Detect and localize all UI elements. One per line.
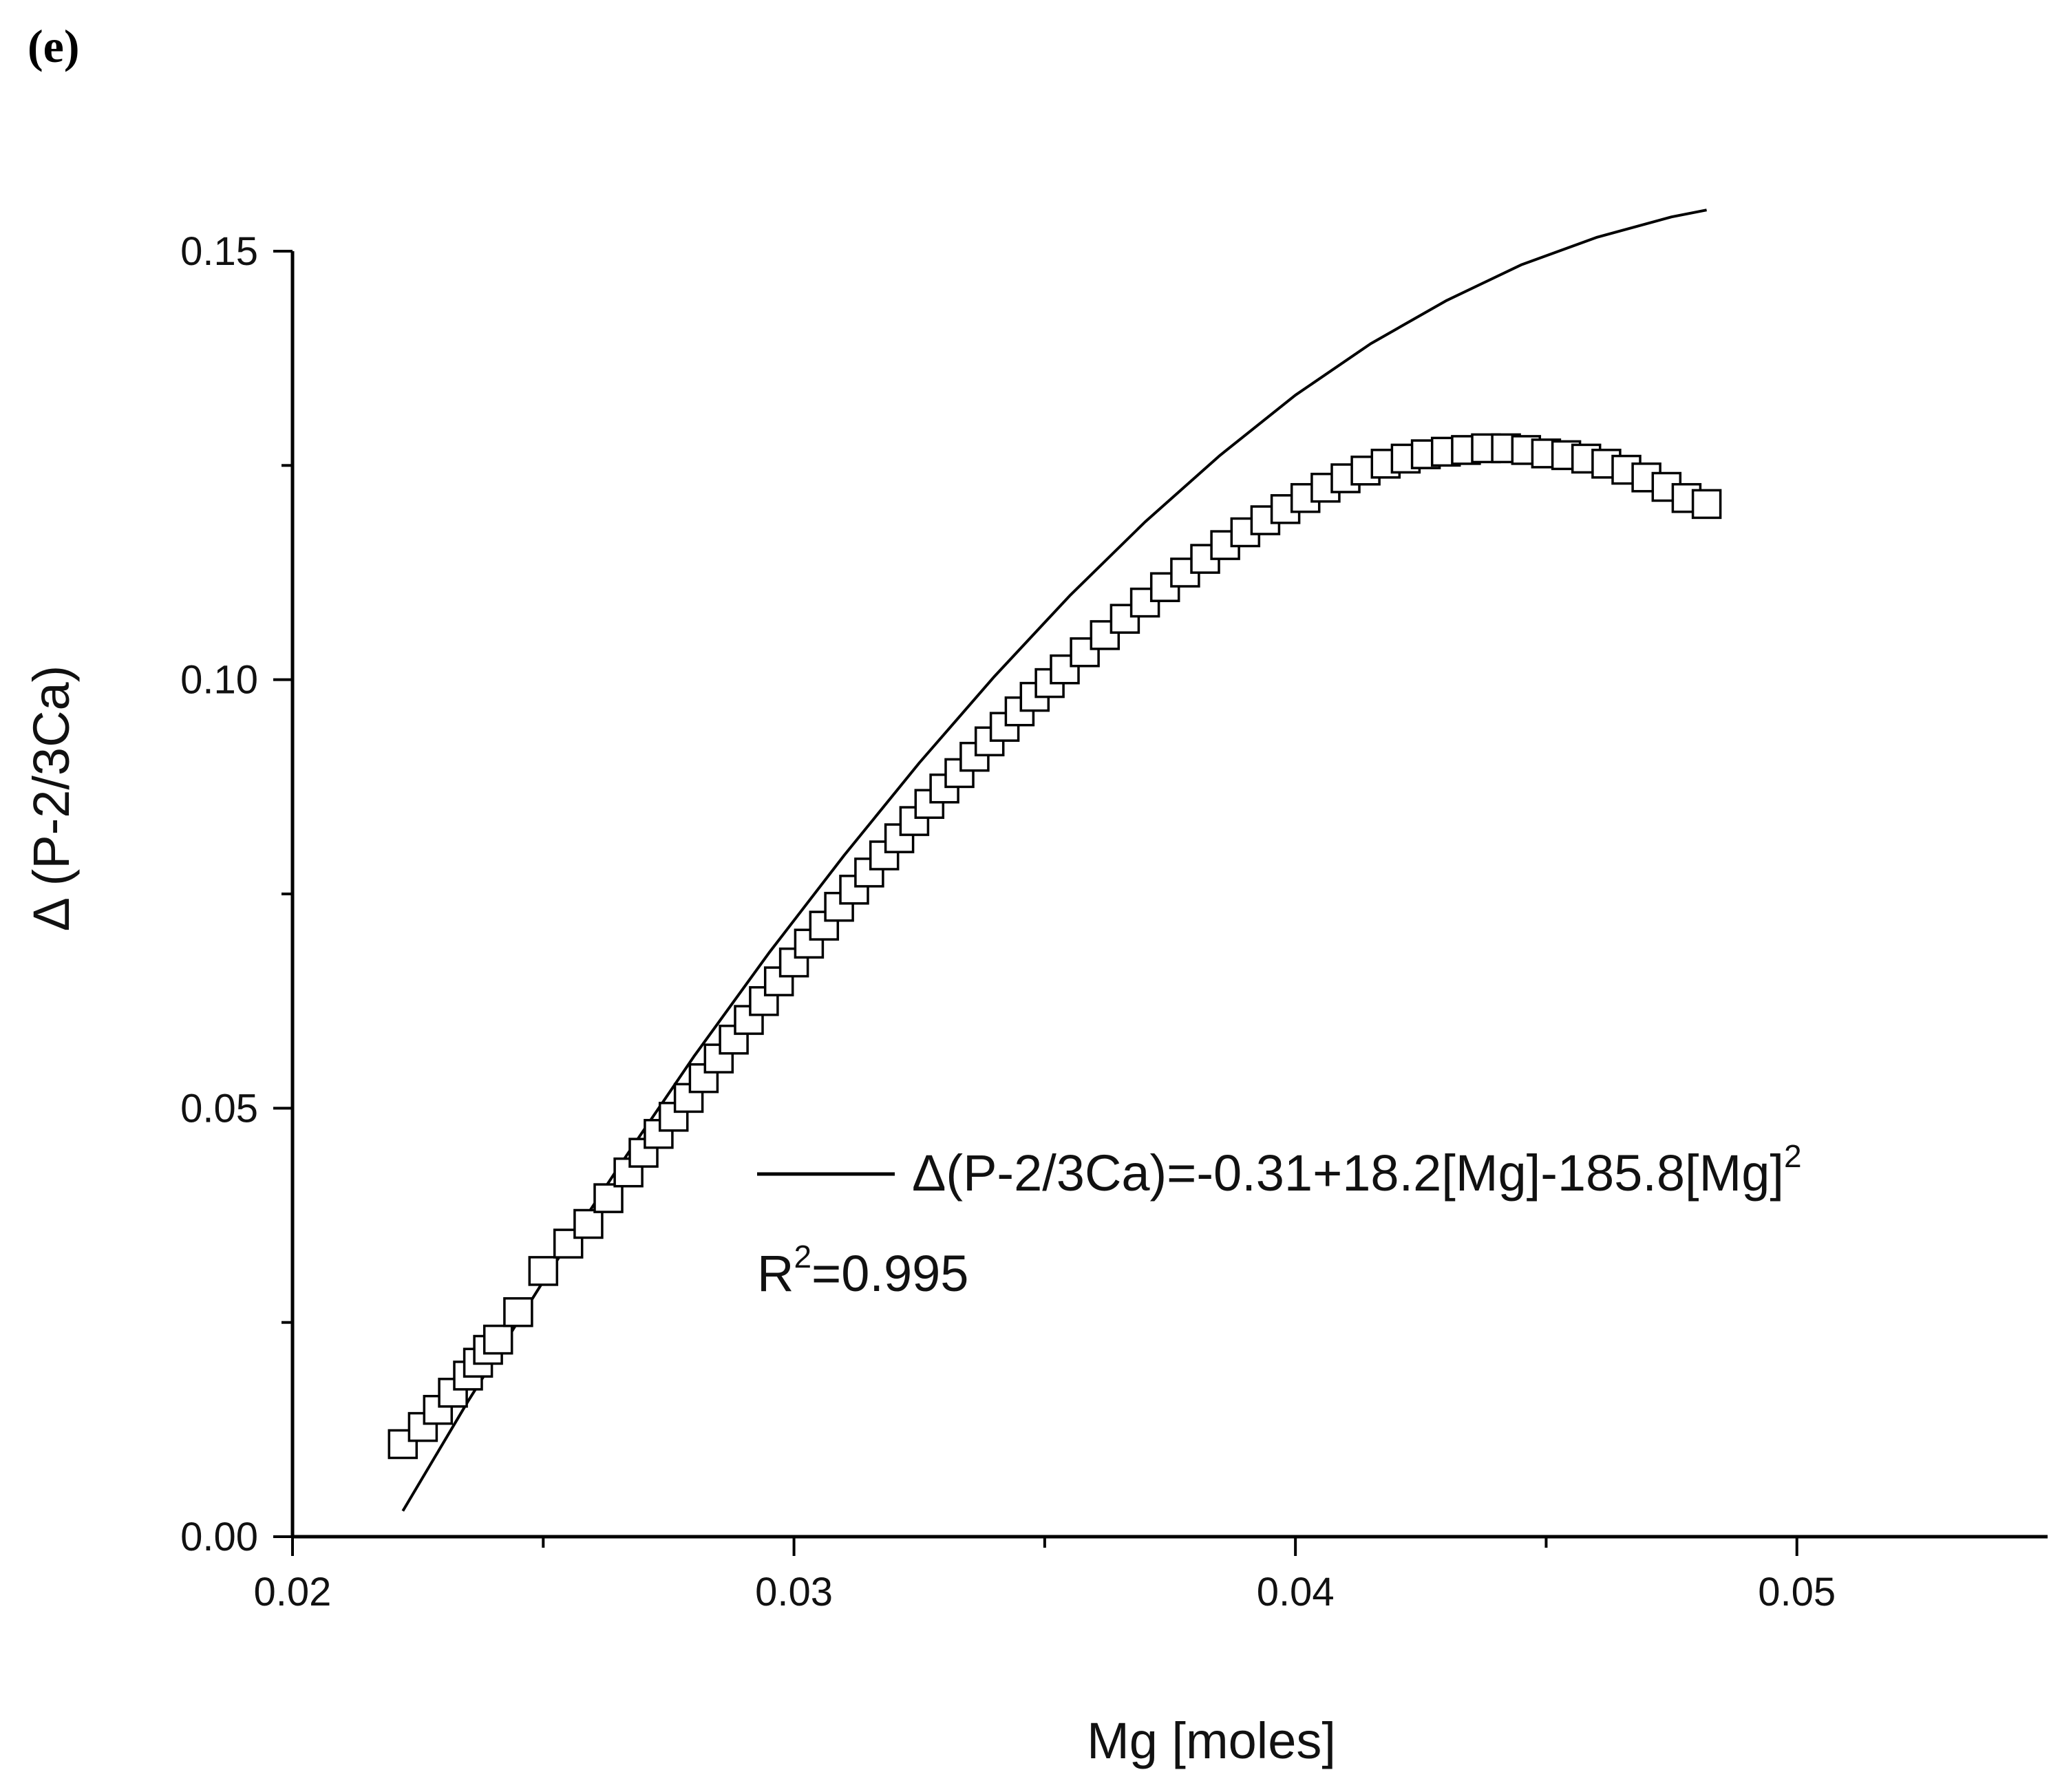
legend-equation-sup: 2 — [1784, 1138, 1802, 1174]
data-point — [573, 1208, 604, 1239]
panel-label-close: ) — [64, 20, 80, 72]
data-point — [1691, 489, 1722, 520]
data-point — [593, 1183, 624, 1213]
legend-equation: Δ(P-2/3Ca)=-0.31+18.2[Mg]-185.8[Mg]2 — [912, 1138, 1802, 1202]
legend-r2: R2=0.995 — [757, 1239, 968, 1302]
fit-curve — [401, 209, 1707, 1512]
x-tick-label: 0.02 — [254, 1570, 332, 1614]
marker-layer — [387, 433, 1722, 1460]
fit-line-layer — [401, 209, 1707, 1512]
axes — [273, 250, 2048, 1556]
data-point — [673, 1082, 704, 1113]
y-tick-label: 0.10 — [180, 658, 258, 703]
data-point — [528, 1256, 559, 1286]
data-point — [914, 789, 945, 819]
data-point — [482, 1324, 513, 1355]
y-tick-label: 0.00 — [180, 1515, 258, 1559]
legend-r2-sup: 2 — [794, 1239, 811, 1274]
x-tick-label: 0.03 — [755, 1570, 833, 1614]
legend-equation-text: Δ(P-2/3Ca)=-0.31+18.2[Mg]-185.8[Mg] — [912, 1144, 1784, 1202]
data-point — [644, 1118, 674, 1149]
panel-label: (e) — [28, 20, 80, 72]
y-tick-label: 0.15 — [180, 229, 258, 274]
x-tick-label: 0.05 — [1758, 1570, 1836, 1614]
x-tick-label: 0.04 — [1257, 1570, 1335, 1614]
y-tick-label: 0.05 — [180, 1086, 258, 1131]
y-axis-title: Δ (P-2/3Ca) — [23, 665, 80, 932]
legend-r2-value: =0.995 — [811, 1245, 968, 1302]
tick-labels: 0.02 0.03 0.04 0.05 0.00 0.05 0.10 0.15 — [180, 229, 1836, 1614]
x-axis-title: Mg [moles] — [1087, 1712, 1336, 1769]
legend: Δ(P-2/3Ca)=-0.31+18.2[Mg]-185.8[Mg]2 R2=… — [757, 1138, 1802, 1302]
panel-label-letter: e — [43, 20, 64, 72]
data-point — [989, 712, 1020, 742]
data-point — [438, 1378, 468, 1408]
data-point — [503, 1297, 533, 1327]
data-point — [778, 947, 809, 978]
data-point — [734, 1005, 764, 1035]
legend-r2-prefix: R — [757, 1245, 794, 1302]
panel-label-open: ( — [28, 20, 43, 72]
data-point — [884, 823, 915, 853]
